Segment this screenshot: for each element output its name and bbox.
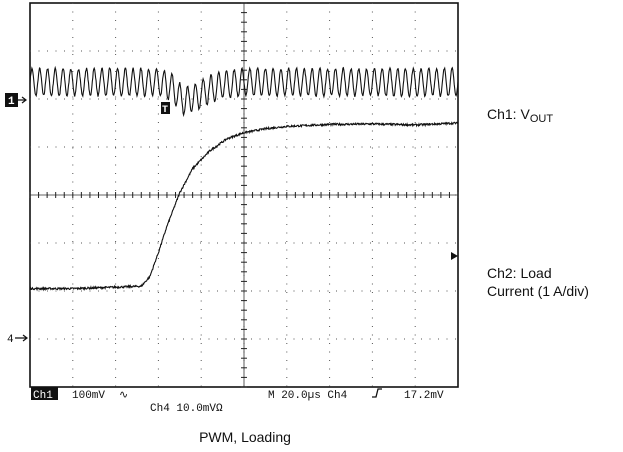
trigger-position-marker: T	[161, 102, 170, 116]
ch4-scale: Ch4 10.0mVΩ	[150, 403, 223, 415]
ch2-label: Ch2: Load Current (1 A/div)	[487, 264, 589, 300]
timebase: M 20.0µs Ch4	[268, 390, 348, 402]
scope-readout: Ch1 100mV ∿ Ch4 10.0mVΩ M 20.0µs Ch4 17.…	[31, 387, 444, 415]
ch4-marker-text: 4	[7, 334, 14, 346]
figure-caption: PWM, Loading	[0, 429, 490, 445]
rising-edge-icon	[372, 389, 382, 397]
ch1-badge: Ch1	[33, 390, 53, 402]
ch1-label-prefix: Ch1: V	[487, 106, 530, 122]
ac-coupling-icon: ∿	[119, 390, 128, 402]
trigger-marker-text: T	[162, 105, 168, 116]
ch2-label-line1: Ch2: Load	[487, 264, 589, 282]
ch1-label: Ch1: VOUT	[487, 106, 553, 125]
ch2-label-line2: Current (1 A/div)	[487, 282, 589, 300]
trigger-level: 17.2mV	[404, 390, 444, 402]
ch4-marker: 4	[7, 334, 27, 346]
ch1-scale: 100mV	[72, 390, 105, 402]
ch1-marker-text: 1	[8, 96, 15, 108]
ch1-label-sub: OUT	[530, 113, 553, 125]
ch1-marker: 1	[5, 93, 26, 108]
